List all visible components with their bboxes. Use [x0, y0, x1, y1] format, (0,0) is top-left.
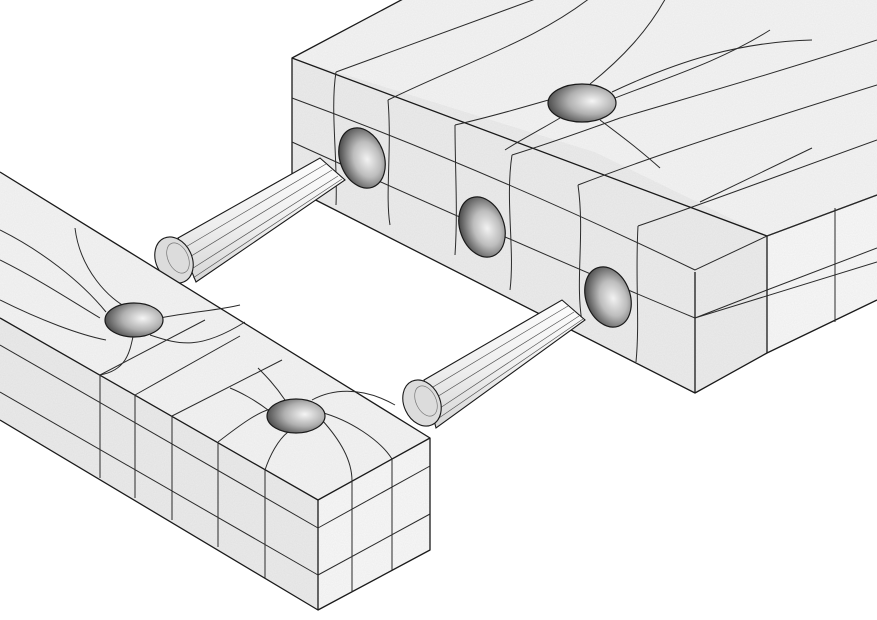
beam-left-grain-line: [264, 431, 289, 471]
beam-right-mesh-line: [635, 225, 639, 363]
dowel-lower: [402, 299, 586, 429]
beam-right-front-face: [292, 58, 767, 393]
beam-left-grain-line: [311, 390, 396, 406]
beam-right-grain-line: [387, 0, 589, 101]
beam-left-grain-line: [149, 321, 246, 344]
beam-right-grain-line: [599, 119, 661, 169]
beam-left-top-hole-1: [104, 302, 164, 338]
beam-right-grain-line: [637, 139, 877, 227]
beam-left-grain-line: [0, 229, 107, 313]
beam-left-grain-line: [229, 387, 269, 411]
beam-right-hole-3: [584, 266, 632, 328]
beam-left-grain-line: [99, 319, 206, 376]
beam-right-outline: [291, 0, 877, 394]
beam-left-grain-line: [321, 419, 353, 482]
beam-left-outline: [0, 171, 431, 611]
beam-right-hole-1: [338, 127, 386, 189]
beam-left-grain-line: [171, 359, 283, 417]
beam-right-layer-line: [766, 247, 877, 291]
beam-right-grain-line: [504, 117, 561, 151]
beam-left-grain-line: [134, 335, 241, 396]
beam-right-grain-line: [609, 29, 771, 101]
beam-right-grain-line: [589, 0, 666, 85]
beam-right-layer-line: [291, 97, 768, 271]
beam-right: [291, 0, 877, 394]
beam-right-grain-line: [611, 39, 813, 93]
beam-right-hole-2: [458, 196, 506, 258]
beam-left-grain-line: [257, 367, 286, 401]
beam-right-grain-line: [766, 194, 877, 237]
beam-right-mesh-line: [454, 124, 457, 256]
beam-left-grain-line: [0, 299, 107, 341]
dowel-upper: [154, 157, 346, 284]
beam-left-grain-line: [319, 411, 393, 460]
beam-left-grain-line: [0, 259, 101, 319]
beam-left-grain-line: [159, 304, 241, 319]
beam-right-layer-line: [694, 289, 768, 319]
beam-right-grain-line: [577, 84, 877, 186]
beam-left-layer-line: [317, 465, 431, 529]
beam-right-end-face: [767, 195, 877, 353]
beam-right-mesh-line: [387, 99, 391, 226]
beam-right-top-hole: [547, 83, 617, 123]
beam-left-top-hole-2: [266, 398, 326, 434]
beam-left-layer-line: [317, 513, 431, 576]
beam-right-mesh-line: [333, 71, 337, 206]
beam-right-grain-line: [335, 0, 535, 73]
beam-left: [0, 171, 431, 611]
beam-right-mesh-line: [508, 154, 513, 291]
beam-right-grain-line: [511, 39, 877, 156]
beam-right-grain-line: [699, 147, 813, 203]
beam-right-mesh-line: [577, 184, 583, 323]
